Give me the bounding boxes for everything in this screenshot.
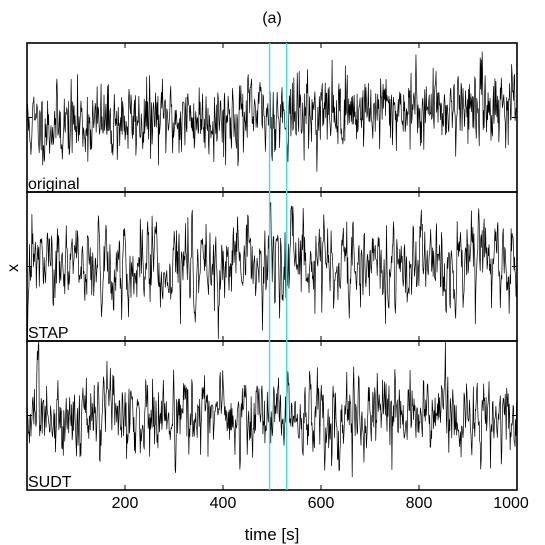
panel-stap: STAP [26,191,518,342]
x-tick-label: 200 [112,495,139,512]
series-line-sudt [26,341,518,478]
x-tick-label: 400 [210,495,237,512]
panel-original: original [26,42,518,193]
panel-sudt: SUDT [26,340,518,491]
panels: original STAP SUDT [26,42,518,491]
x-axis-label: time [s] [245,525,300,544]
y-axis-label: x [5,264,22,272]
series-line-original [26,51,518,172]
marker-lines [268,43,288,490]
x-tick-label: 600 [308,495,335,512]
series-line-stap [26,202,518,340]
x-ticks: 200 400 600 800 1000 [112,43,529,512]
x-tick-label: 800 [406,495,433,512]
chart-title: (a) [262,10,282,27]
panel-label: STAP [28,325,69,342]
x-tick-label: 1000 [493,495,529,512]
panel-label: original [28,176,80,193]
panel-label: SUDT [28,474,72,491]
panel-frame [26,340,518,491]
